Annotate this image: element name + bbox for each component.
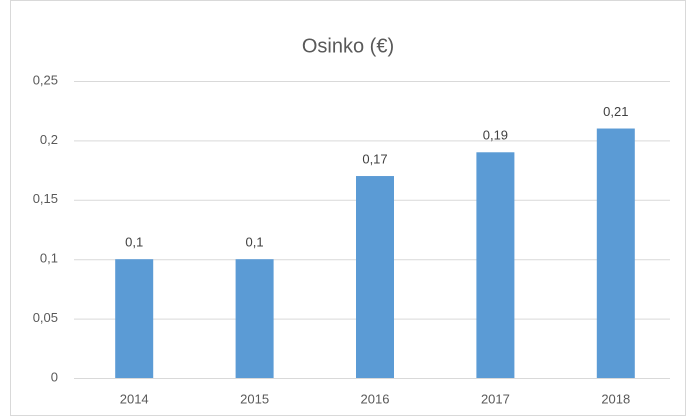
- value-label: 0,17: [362, 151, 387, 166]
- bar: [115, 259, 154, 378]
- y-tick-label: 0,2: [40, 132, 58, 147]
- bar: [476, 152, 515, 378]
- x-tick-label: 2014: [120, 391, 149, 406]
- value-label: 0,1: [246, 235, 264, 250]
- value-label: 0,1: [125, 235, 143, 250]
- bar: [356, 176, 394, 378]
- y-tick-label: 0,05: [33, 310, 58, 325]
- x-tick-label: 2016: [361, 391, 390, 406]
- y-tick-label: 0,15: [33, 191, 58, 206]
- chart-title: Osinko (€): [302, 35, 394, 57]
- y-tick-label: 0,25: [33, 72, 58, 87]
- bar: [235, 259, 274, 378]
- value-label: 0,19: [483, 128, 508, 143]
- y-tick-label: 0,1: [40, 251, 58, 266]
- x-tick-label: 2015: [240, 391, 269, 406]
- y-tick-label: 0: [51, 369, 58, 384]
- x-tick-label: 2017: [481, 391, 510, 406]
- x-tick-label: 2018: [601, 391, 630, 406]
- value-label: 0,21: [603, 104, 628, 119]
- chart-frame: [10, 0, 686, 416]
- bar: [596, 128, 635, 378]
